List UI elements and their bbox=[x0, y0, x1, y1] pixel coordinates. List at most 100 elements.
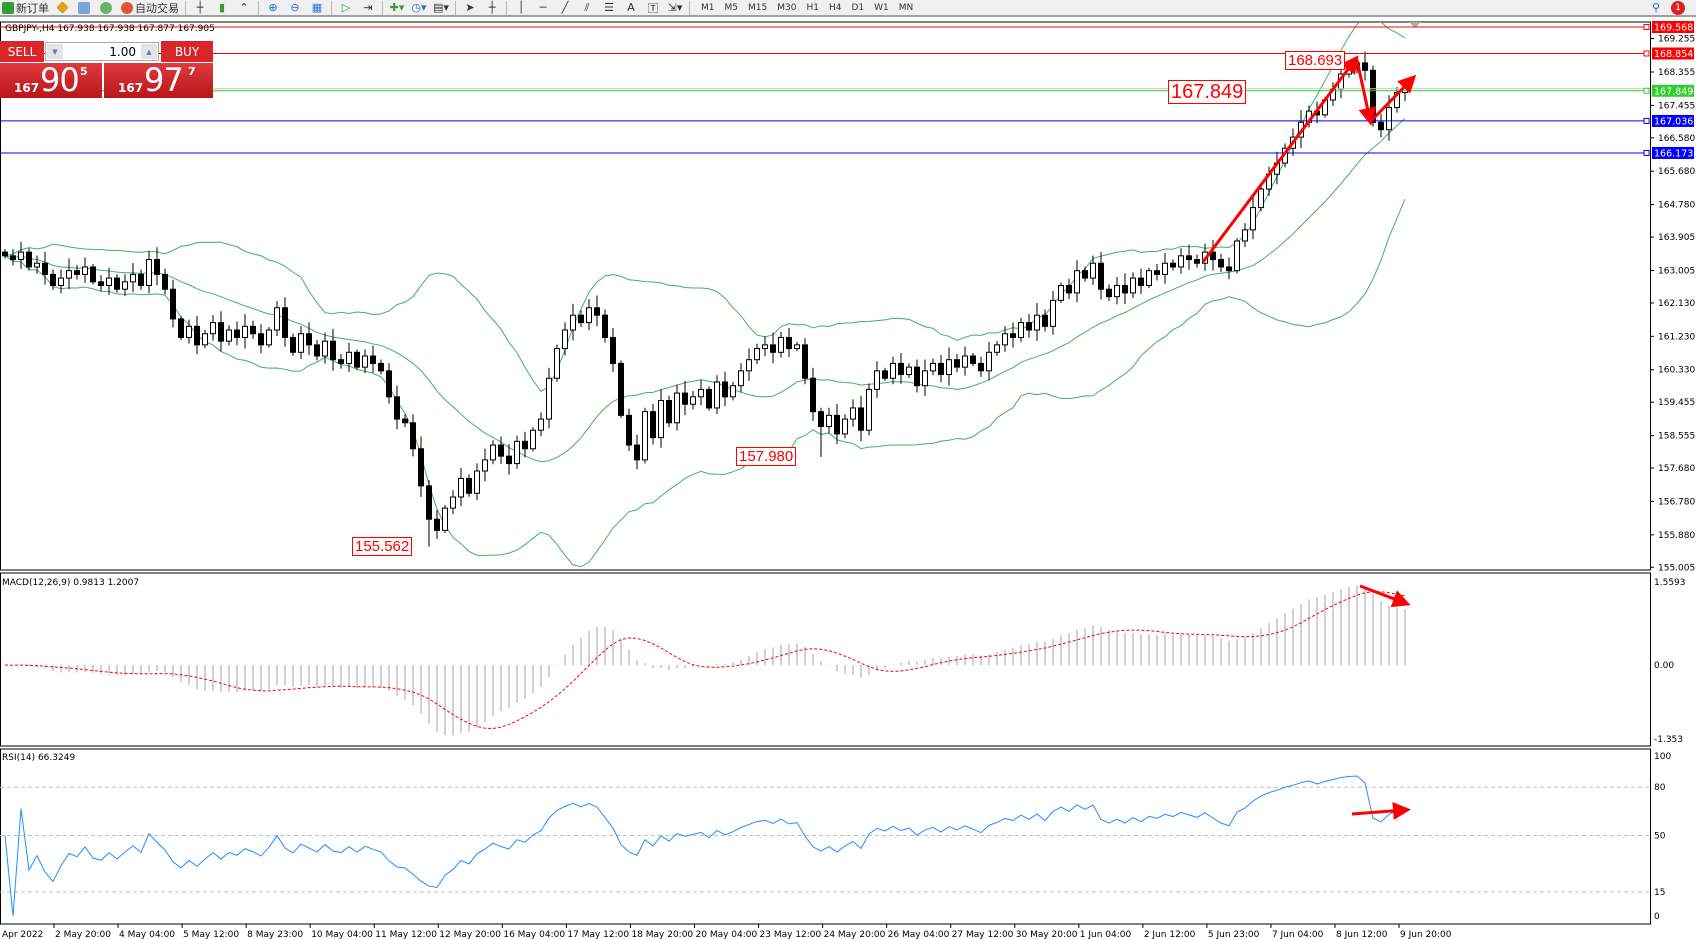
bull-candle bbox=[210, 322, 216, 335]
gold-icon bbox=[55, 1, 69, 14]
notifications-button[interactable]: 1 bbox=[1670, 0, 1686, 15]
line-handle bbox=[1643, 149, 1650, 156]
bull-candle bbox=[66, 270, 72, 279]
signals-button[interactable] bbox=[99, 0, 115, 15]
templates-button[interactable]: ▤▾ bbox=[433, 0, 449, 15]
time-label: 2 May 20:00 bbox=[55, 930, 111, 939]
bar-chart-icon: ┼ bbox=[196, 1, 204, 14]
bollinger-upper-band bbox=[4, 22, 1406, 392]
lot-decrease-button[interactable]: ▼ bbox=[47, 44, 63, 59]
bear-candle bbox=[1170, 262, 1176, 268]
bull-candle bbox=[82, 266, 88, 275]
bear-candle bbox=[634, 444, 640, 461]
tile-windows-button[interactable]: ▦ bbox=[309, 0, 325, 15]
label-tool[interactable]: 🅃 bbox=[645, 0, 661, 15]
timeframe-mn[interactable]: MN bbox=[898, 2, 914, 13]
sell-button[interactable]: SELL bbox=[0, 41, 44, 63]
buy-button[interactable]: BUY bbox=[161, 41, 213, 63]
annotation-high[interactable]: 168.693 bbox=[1285, 51, 1346, 70]
bear-candle bbox=[666, 400, 672, 424]
chart-shift-button[interactable]: ⇥ bbox=[360, 0, 376, 15]
market-watch-button[interactable] bbox=[55, 0, 71, 15]
lot-increase-button[interactable]: ▲ bbox=[141, 44, 157, 59]
zoom-in-button[interactable]: ⊕ bbox=[265, 0, 281, 15]
trend-arrow-up bbox=[1201, 55, 1359, 263]
timeframe-w1[interactable]: W1 bbox=[874, 2, 889, 13]
candlestick-icon: ▮ bbox=[218, 1, 226, 14]
timeframe-m1[interactable]: M1 bbox=[701, 2, 715, 13]
periods-button[interactable]: ◷▾ bbox=[411, 0, 427, 15]
time-label: 10 May 04:00 bbox=[311, 930, 373, 939]
clock-icon: ◷▾ bbox=[411, 1, 427, 14]
crosshair-tool[interactable]: ┼ bbox=[484, 0, 500, 15]
zoom-out-button[interactable]: ⊖ bbox=[287, 0, 303, 15]
bull-candle bbox=[874, 370, 880, 390]
annotation-low-155[interactable]: 155.562 bbox=[352, 537, 413, 556]
bear-candle bbox=[914, 366, 920, 387]
bear-candle bbox=[394, 396, 400, 420]
vertical-line-tool[interactable]: │ bbox=[513, 0, 529, 15]
navigator-button[interactable] bbox=[77, 0, 93, 15]
timeframe-d1[interactable]: D1 bbox=[851, 2, 865, 13]
bear-candle bbox=[258, 333, 264, 346]
bull-candle bbox=[274, 307, 280, 331]
timeframe-m30[interactable]: M30 bbox=[777, 2, 797, 13]
cursor-tool[interactable]: ➤ bbox=[462, 0, 478, 15]
auto-trading-button[interactable]: 自动交易 bbox=[121, 0, 179, 15]
time-label: 5 Jun 23:00 bbox=[1208, 930, 1260, 939]
channel-tool[interactable]: ⫽ bbox=[579, 0, 595, 15]
bull-candle bbox=[1250, 207, 1256, 231]
bear-candle bbox=[114, 277, 120, 290]
horizontal-line-tool[interactable]: ─ bbox=[535, 0, 551, 15]
bar-chart-button[interactable]: ┼ bbox=[192, 0, 208, 15]
bull-candle bbox=[890, 362, 896, 379]
time-label: 17 May 12:00 bbox=[567, 930, 629, 939]
candle-chart-button[interactable]: ▮ bbox=[214, 0, 230, 15]
price-tick-label: 165.680 bbox=[1658, 167, 1695, 177]
price-line-label-bg bbox=[1652, 84, 1694, 97]
line-handle bbox=[1643, 87, 1650, 94]
bear-candle bbox=[250, 325, 256, 335]
autoscroll-button[interactable]: ▷ bbox=[338, 0, 354, 15]
search-button[interactable]: ⚲ bbox=[1648, 0, 1664, 15]
bull-candle bbox=[146, 259, 152, 287]
line-chart-icon: ⌃ bbox=[239, 1, 249, 14]
bull-candle bbox=[842, 418, 848, 435]
bear-candle bbox=[466, 477, 472, 494]
bear-candle bbox=[1362, 62, 1368, 71]
bull-candle bbox=[482, 459, 488, 472]
bull-candle bbox=[242, 325, 248, 338]
annotation-pivot[interactable]: 167.849 bbox=[1168, 80, 1247, 104]
timeframe-h1[interactable]: H1 bbox=[806, 2, 819, 13]
fibonacci-tool[interactable]: ☰ bbox=[601, 0, 617, 15]
bear-candle bbox=[1106, 288, 1112, 298]
bull-candle bbox=[450, 496, 456, 509]
annotation-low-157[interactable]: 157.980 bbox=[736, 447, 797, 466]
price-tick-label: 166.580 bbox=[1658, 134, 1695, 144]
bull-candle bbox=[546, 377, 552, 420]
bear-candle bbox=[810, 377, 816, 413]
bear-candle bbox=[1210, 251, 1216, 261]
arrows-tool[interactable]: ⇲▾ bbox=[667, 0, 683, 15]
line-chart-button[interactable]: ⌃ bbox=[236, 0, 252, 15]
time-label: 18 May 20:00 bbox=[631, 930, 693, 939]
buy-price-button[interactable]: 167 97 7 bbox=[104, 61, 213, 99]
lot-size-input[interactable]: ▼ 1.00 ▲ bbox=[45, 42, 159, 61]
bear-candle bbox=[410, 422, 416, 450]
new-order-button[interactable]: 新订单 bbox=[2, 0, 49, 15]
indicators-button[interactable]: ✚▾ bbox=[389, 0, 405, 15]
timeframe-h4[interactable]: H4 bbox=[828, 2, 842, 13]
sell-price-button[interactable]: 167 90 5 bbox=[0, 61, 102, 99]
bull-candle bbox=[762, 344, 768, 350]
symbol-ohlc-info: GBPJPY-,H4 167.938 167.938 167.877 167.9… bbox=[5, 24, 215, 34]
time-label: 24 May 20:00 bbox=[824, 930, 886, 939]
timeframe-m15[interactable]: M15 bbox=[748, 2, 768, 13]
text-tool[interactable]: A bbox=[623, 0, 639, 15]
trendline-tool[interactable]: ╱ bbox=[557, 0, 573, 15]
rsi-tick-label: 100 bbox=[1654, 752, 1671, 762]
bull-candle bbox=[1018, 322, 1024, 338]
bear-candle bbox=[1122, 285, 1128, 294]
timeframe-m5[interactable]: M5 bbox=[724, 2, 739, 13]
bear-candle bbox=[162, 273, 168, 290]
